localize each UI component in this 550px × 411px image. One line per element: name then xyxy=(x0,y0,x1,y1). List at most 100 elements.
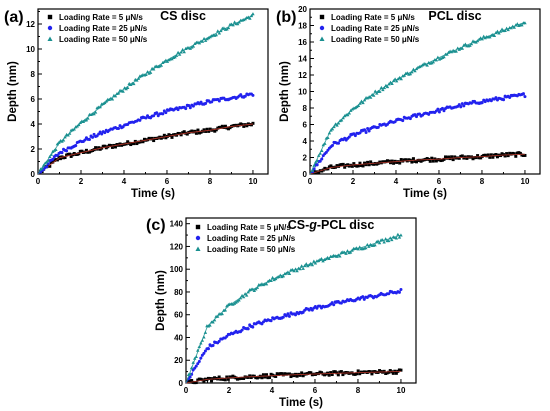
data-point xyxy=(269,278,273,283)
data-point xyxy=(333,370,337,374)
data-point xyxy=(48,164,52,168)
data-point xyxy=(268,375,272,379)
data-point xyxy=(369,160,373,164)
data-point xyxy=(394,371,398,375)
data-point xyxy=(313,261,318,265)
x-axis-label: Time (s) xyxy=(403,188,447,200)
y-tick-label: 2 xyxy=(303,154,308,163)
data-point xyxy=(336,373,340,377)
data-point xyxy=(356,103,361,107)
data-point xyxy=(515,151,519,155)
data-point xyxy=(323,166,327,170)
plot-frame xyxy=(185,217,417,384)
data-point xyxy=(390,238,394,242)
data-point xyxy=(178,132,182,136)
data-point xyxy=(240,123,244,127)
data-point xyxy=(327,256,331,260)
data-point xyxy=(287,372,291,376)
data-point xyxy=(265,373,269,377)
data-point xyxy=(237,298,241,302)
legend-marker xyxy=(319,36,325,42)
legend-entry: Loading Rate = 5 μN/s xyxy=(59,13,143,22)
data-point xyxy=(497,31,501,35)
x-tick-label: 0 xyxy=(184,386,189,395)
data-point xyxy=(473,156,477,160)
data-point xyxy=(219,377,223,381)
data-point xyxy=(488,35,492,39)
data-point xyxy=(434,159,438,163)
data-point xyxy=(460,102,464,106)
data-point xyxy=(310,373,314,377)
y-tick-label: 10 xyxy=(26,45,35,54)
data-point xyxy=(358,161,362,165)
x-axis-label: Time (s) xyxy=(131,188,175,200)
data-point xyxy=(372,162,376,166)
data-point xyxy=(176,131,180,135)
legend-entry: Loading Rate = 25 μN/s xyxy=(207,234,296,243)
data-point xyxy=(80,149,84,153)
data-point xyxy=(77,152,81,156)
data-point xyxy=(388,369,392,373)
data-point xyxy=(298,373,302,377)
data-point xyxy=(466,155,470,159)
data-point xyxy=(344,370,348,374)
data-point xyxy=(197,41,202,45)
data-point xyxy=(390,159,394,163)
data-point xyxy=(506,154,510,158)
data-point xyxy=(121,89,125,93)
data-point xyxy=(124,87,128,91)
y-tick-label: 20 xyxy=(174,356,183,365)
data-point xyxy=(371,93,376,97)
data-point xyxy=(194,131,198,135)
legend-marker xyxy=(319,25,325,31)
data-point xyxy=(413,159,417,163)
panel-label: (b) xyxy=(276,9,296,26)
legend-entry: Loading Rate = 5 μN/s xyxy=(207,223,291,232)
data-point xyxy=(373,243,377,247)
data-point xyxy=(211,320,215,324)
data-point xyxy=(129,143,133,147)
y-tick-label: 140 xyxy=(170,220,184,229)
y-tick-label: 6 xyxy=(31,95,36,104)
legend-entry: Loading Rate = 50 μN/s xyxy=(59,35,148,44)
fit-line xyxy=(309,94,526,175)
data-point xyxy=(197,344,202,349)
data-point xyxy=(148,70,153,74)
data-point xyxy=(84,118,89,122)
data-point xyxy=(65,153,69,157)
data-point xyxy=(188,130,192,134)
y-tick-label: 0 xyxy=(31,170,36,179)
data-point xyxy=(301,266,305,270)
data-point xyxy=(208,377,212,381)
data-point xyxy=(307,371,311,375)
y-tick-label: 18 xyxy=(298,22,307,31)
data-point xyxy=(213,129,217,133)
data-point xyxy=(442,55,446,59)
data-point xyxy=(202,128,206,132)
fit-line xyxy=(185,370,401,384)
data-point xyxy=(244,293,249,297)
legend-entry: Loading Rate = 50 μN/s xyxy=(331,35,420,44)
data-point xyxy=(155,111,159,115)
data-point xyxy=(474,156,478,160)
data-point xyxy=(234,300,238,304)
data-point xyxy=(54,158,58,162)
data-point xyxy=(336,121,341,125)
data-point xyxy=(274,374,278,378)
data-point xyxy=(327,373,331,377)
data-point xyxy=(208,323,212,327)
x-tick-label: 10 xyxy=(249,177,258,186)
data-point xyxy=(521,153,525,157)
data-point xyxy=(118,142,122,146)
data-point xyxy=(74,125,78,129)
data-point xyxy=(439,159,443,163)
data-point xyxy=(200,378,204,382)
data-point xyxy=(373,370,377,374)
data-point xyxy=(107,143,111,147)
data-point xyxy=(298,267,302,271)
data-point xyxy=(239,122,243,126)
data-point xyxy=(338,370,342,374)
series-1 xyxy=(185,368,403,385)
data-point xyxy=(225,126,229,130)
data-point xyxy=(46,164,50,168)
